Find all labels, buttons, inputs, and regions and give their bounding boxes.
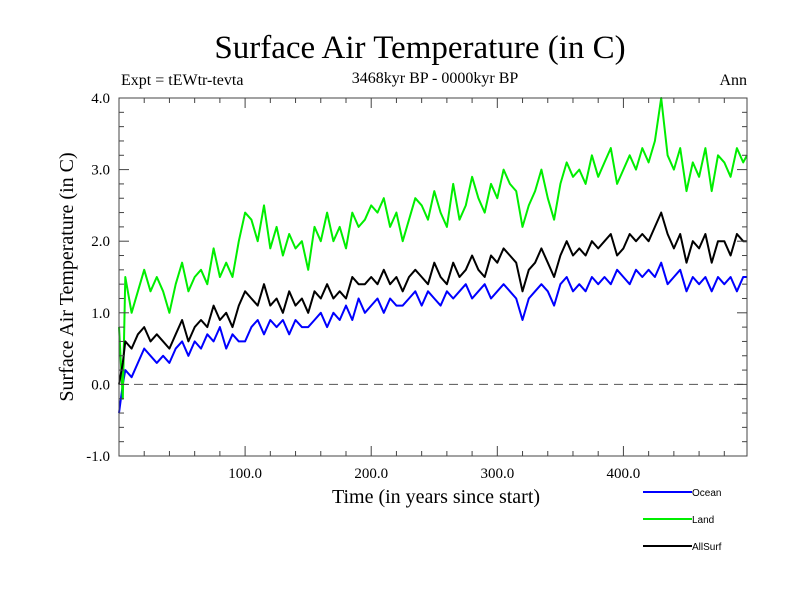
x-tick-label: 300.0 xyxy=(480,466,514,482)
plot-lines xyxy=(118,97,748,414)
experiment-label: Expt = tEWtr-tevta xyxy=(121,72,243,89)
x-tick-label: 100.0 xyxy=(228,466,262,482)
legend-item-land: Land xyxy=(643,515,714,526)
y-tick-label: 3.0 xyxy=(91,163,110,179)
legend: Ocean Land AllSurf xyxy=(643,488,722,553)
y-tick-label: 4.0 xyxy=(91,91,110,107)
legend-label: Ocean xyxy=(692,488,721,499)
y-tick-label: 1.0 xyxy=(91,306,110,322)
y-axis-label: Surface Air Temperature (in C) xyxy=(56,152,78,401)
plot-frame xyxy=(118,97,748,457)
legend-label: Land xyxy=(692,515,714,526)
legend-label: AllSurf xyxy=(692,542,722,553)
legend-item-ocean: Ocean xyxy=(643,488,721,499)
x-axis-tick-labels: 100.0 200.0 300.0 400.0 xyxy=(228,466,640,482)
x-axis-label: Time (in years since start) xyxy=(332,486,540,508)
x-axis-ticks xyxy=(143,98,725,456)
legend-item-allsurf: AllSurf xyxy=(643,542,722,553)
series-line-ocean xyxy=(118,261,747,414)
y-tick-label: -1.0 xyxy=(86,449,110,465)
chart-subtitle: 3468kyr BP - 0000kyr BP xyxy=(352,70,519,87)
series-line-allsurf xyxy=(118,211,747,385)
season-label: Ann xyxy=(719,72,747,89)
x-tick-label: 200.0 xyxy=(354,466,388,482)
x-tick-label: 400.0 xyxy=(607,466,641,482)
y-tick-label: 2.0 xyxy=(91,234,110,250)
series-line-land xyxy=(118,97,748,400)
y-axis-tick-labels: -1.0 0.0 1.0 2.0 3.0 4.0 xyxy=(86,91,110,465)
chart-title: Surface Air Temperature (in C) xyxy=(214,30,625,66)
y-axis-ticks xyxy=(119,97,747,457)
y-tick-label: 0.0 xyxy=(91,377,110,393)
